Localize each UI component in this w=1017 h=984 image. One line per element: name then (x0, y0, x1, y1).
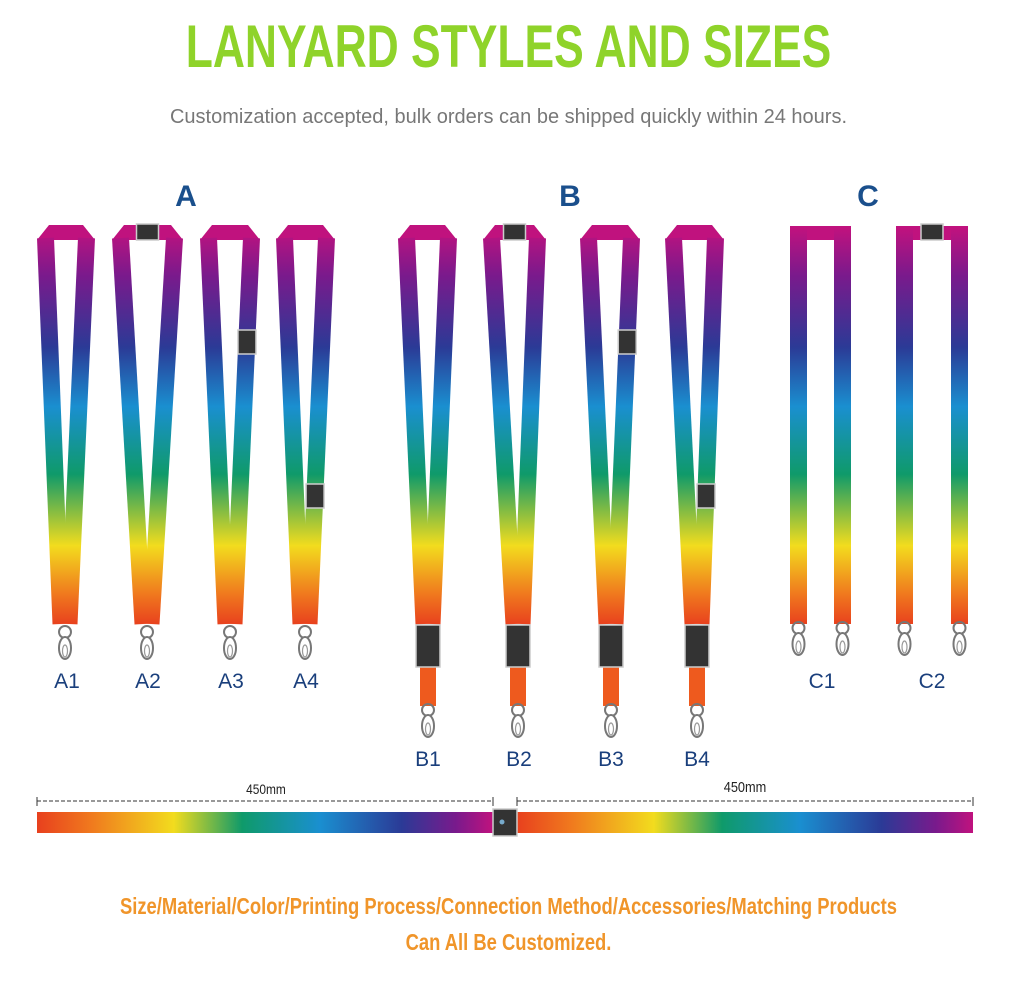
lanyard-strand-left (37, 237, 70, 625)
lobster-clasp-icon (223, 636, 237, 660)
lanyard-strand-right (513, 237, 546, 625)
lanyard-strand-left (398, 237, 433, 625)
lanyard-strand-right (300, 237, 335, 625)
clasp-gate (226, 644, 234, 658)
buckle-icon (505, 624, 531, 668)
lanyard-strand-left (200, 237, 235, 625)
rivet (499, 819, 505, 825)
lobster-clasp-icon (690, 714, 704, 738)
lanyard-strand-left (896, 226, 913, 624)
lobster-clasp-icon (511, 714, 525, 738)
strap-right (517, 812, 973, 833)
buckle-icon (135, 223, 160, 241)
buckle-icon (237, 329, 257, 355)
subtitle: Customization accepted, bulk orders can … (169, 106, 848, 128)
style-label-c1: C1 (808, 670, 836, 693)
page-title: LANYARD STYLES AND SIZES (185, 13, 832, 80)
buckle-icon (415, 624, 441, 668)
clasp-gate (61, 644, 69, 658)
lanyard-strand-left (483, 237, 523, 625)
lanyard-strand-right (692, 237, 724, 625)
clasp-gate (795, 640, 802, 654)
lanyard-strand-right (606, 237, 640, 625)
lanyard-top (665, 225, 724, 240)
clasp-gate (607, 722, 615, 736)
style-label-c2: C2 (918, 670, 946, 693)
clasp-gate (301, 644, 309, 658)
group-label-a: A (175, 180, 197, 213)
buckle-icon (492, 808, 518, 837)
lanyard-strand-left (580, 237, 616, 625)
clasp-gate (956, 640, 963, 654)
lanyard-strand-left (276, 237, 310, 625)
lobster-clasp-icon (791, 632, 806, 656)
lanyard-top (398, 225, 457, 240)
clasp-gate (693, 722, 701, 736)
lanyard-gap (807, 240, 834, 242)
group-label-c: C (857, 180, 879, 213)
style-label-a3: A3 (218, 670, 244, 693)
lanyard-strand-left (665, 237, 702, 625)
lanyard-extension (510, 662, 526, 706)
lobster-clasp-icon (897, 632, 912, 656)
lanyard-top (580, 225, 640, 240)
lanyard-strand-left (112, 237, 152, 625)
lanyard-strand-left (790, 226, 807, 624)
lobster-clasp-icon (58, 636, 72, 660)
footer-line-2: Can All Be Customized. (405, 929, 612, 955)
lanyard-extension (603, 662, 619, 706)
clasp-gate (143, 644, 151, 658)
style-label-a1: A1 (54, 670, 80, 693)
buckle-icon (696, 483, 716, 509)
buckle-icon (598, 624, 624, 668)
lanyard-strand-right (951, 226, 968, 624)
buckle-icon (305, 483, 325, 509)
style-label-b2: B2 (506, 748, 532, 771)
lobster-clasp-icon (421, 714, 435, 738)
style-label-b4: B4 (684, 748, 710, 771)
clasp-gate (424, 722, 432, 736)
lanyard-strand-right (142, 237, 183, 625)
lanyard-strand-right (834, 226, 851, 624)
lanyard-strand-right (423, 237, 457, 625)
lobster-clasp-icon (952, 632, 967, 656)
lobster-clasp-icon (604, 714, 618, 738)
lanyard-extension (689, 662, 705, 706)
buckle-icon (920, 223, 944, 241)
lanyard-strand-right (60, 237, 95, 625)
lobster-clasp-icon (835, 632, 850, 656)
lobster-clasp-icon (140, 636, 154, 660)
style-label-a4: A4 (293, 670, 319, 693)
buckle-icon (502, 223, 527, 241)
clasp-gate (514, 722, 522, 736)
group-label-b: B (559, 180, 581, 213)
style-label-a2: A2 (135, 670, 161, 693)
clasp-gate (839, 640, 846, 654)
dimension-left: 450mm (246, 781, 286, 797)
buckle-icon (617, 329, 637, 355)
clasp-gate (901, 640, 908, 654)
dimension-right: 450mm (723, 779, 767, 796)
lanyard-extension (420, 662, 436, 706)
lanyard-top (276, 225, 335, 240)
lanyard-top (200, 225, 260, 240)
strap-left (37, 812, 493, 833)
lanyard-top (37, 225, 95, 240)
lobster-clasp-icon (298, 636, 312, 660)
style-label-b3: B3 (598, 748, 624, 771)
lanyard-gap (913, 240, 951, 242)
style-label-b1: B1 (415, 748, 441, 771)
footer-line-1: Size/Material/Color/Printing Process/Con… (119, 893, 898, 919)
buckle-icon (684, 624, 710, 668)
lanyard-strand-right (225, 237, 260, 625)
